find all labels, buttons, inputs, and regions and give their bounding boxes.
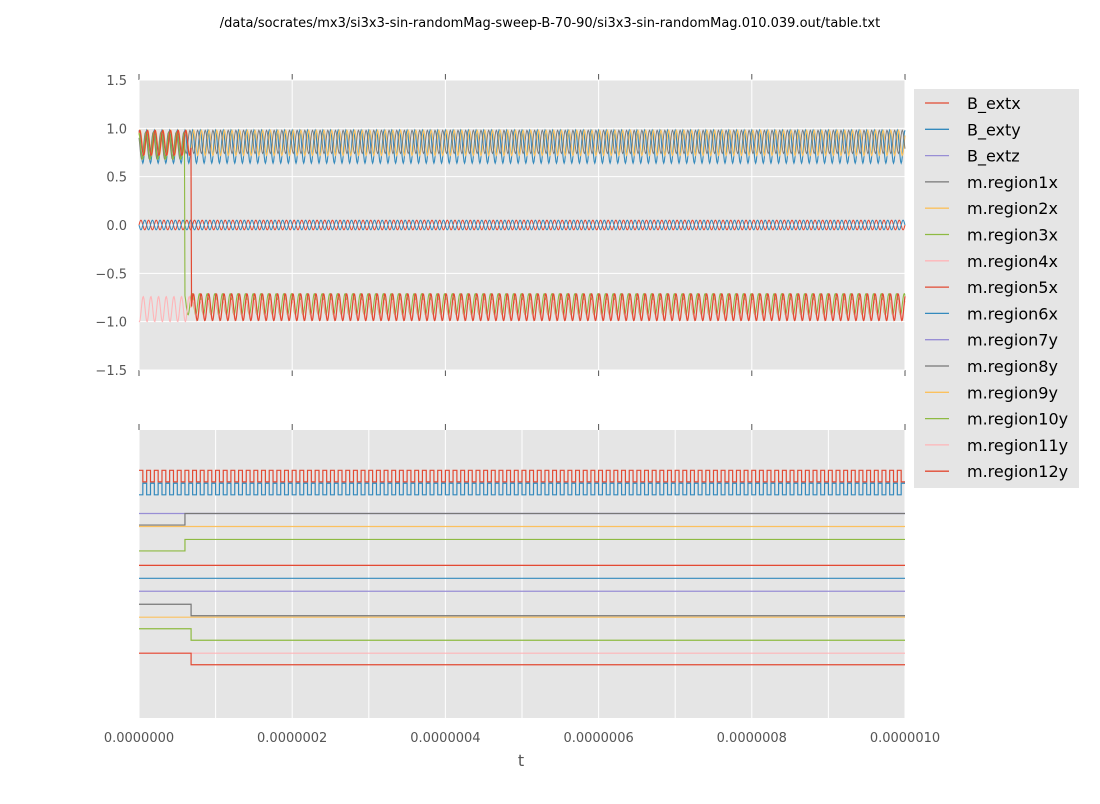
legend-label: m.region3x xyxy=(967,226,1058,245)
bottom-series-m-region8y xyxy=(139,603,905,617)
legend-label: m.region4x xyxy=(967,252,1058,271)
x-tick-label: 0.0000002 xyxy=(257,731,327,746)
legend-label: B_extz xyxy=(967,147,1020,167)
x-tick-label: 0.0000004 xyxy=(410,731,480,746)
bottom-series-group xyxy=(139,469,905,666)
bottom-panel xyxy=(138,424,906,718)
bottom-series-m-region10y xyxy=(139,628,905,641)
legend-label: m.region5x xyxy=(967,278,1058,297)
legend-label: B_exty xyxy=(967,120,1021,140)
top-panel: 1.5 1.0 0.5 0.0 −0.5 −1.0 −1.5 xyxy=(95,74,906,379)
x-tick-labels: 0.0000000 0.0000002 0.0000004 0.0000006 0.00… xyxy=(104,731,940,746)
x-axis-label: t xyxy=(518,751,524,770)
legend-label: B_extx xyxy=(967,94,1021,114)
bottom-series-m-region3x xyxy=(139,538,905,552)
legend-label: m.region1x xyxy=(967,173,1058,192)
x-tick-label: 0.0000008 xyxy=(717,731,787,746)
top-y-tick-label: −1.0 xyxy=(95,316,127,331)
top-series-line xyxy=(138,219,906,231)
top-y-tick-label: 1.5 xyxy=(106,74,127,89)
top-y-tick-label: −0.5 xyxy=(95,267,127,282)
top-series-group xyxy=(138,128,906,323)
legend-label: m.region12y xyxy=(967,462,1068,481)
legend-label: m.region9y xyxy=(967,383,1058,402)
bottom-series-B_exty xyxy=(139,482,905,496)
legend-label: m.region7y xyxy=(967,331,1058,350)
legend-label: m.region2x xyxy=(967,199,1058,218)
legend-label: m.region8y xyxy=(967,357,1058,376)
bottom-series-m-region1x xyxy=(139,512,905,526)
chart-title: /data/socrates/mx3/si3x3-sin-randomMag-s… xyxy=(220,16,880,31)
top-y-tick-label: −1.5 xyxy=(95,364,127,379)
legend-label: m.region6x xyxy=(967,304,1058,323)
x-tick-label: 0.0000000 xyxy=(104,731,174,746)
x-tick-label: 0.0000010 xyxy=(870,731,940,746)
top-series-line xyxy=(138,128,906,157)
legend-label: m.region10y xyxy=(967,410,1068,429)
top-series-line xyxy=(138,129,906,161)
top-y-tick-label: 0.0 xyxy=(106,219,127,234)
legend-entries: B_extx B_exty B_extz m.region1x m.region2x m.… xyxy=(925,94,1068,481)
legend-label: m.region11y xyxy=(967,436,1068,455)
legend: B_extx B_exty B_extz m.region1x m.region2x m.… xyxy=(914,89,1079,488)
x-tick-label: 0.0000006 xyxy=(563,731,633,746)
bottom-series-m-region12y xyxy=(139,652,905,666)
top-y-tick-label: 0.5 xyxy=(106,171,127,186)
top-series-line xyxy=(138,129,906,322)
top-y-tick-label: 1.0 xyxy=(106,122,127,137)
bottom-series-B_extx xyxy=(139,469,905,483)
